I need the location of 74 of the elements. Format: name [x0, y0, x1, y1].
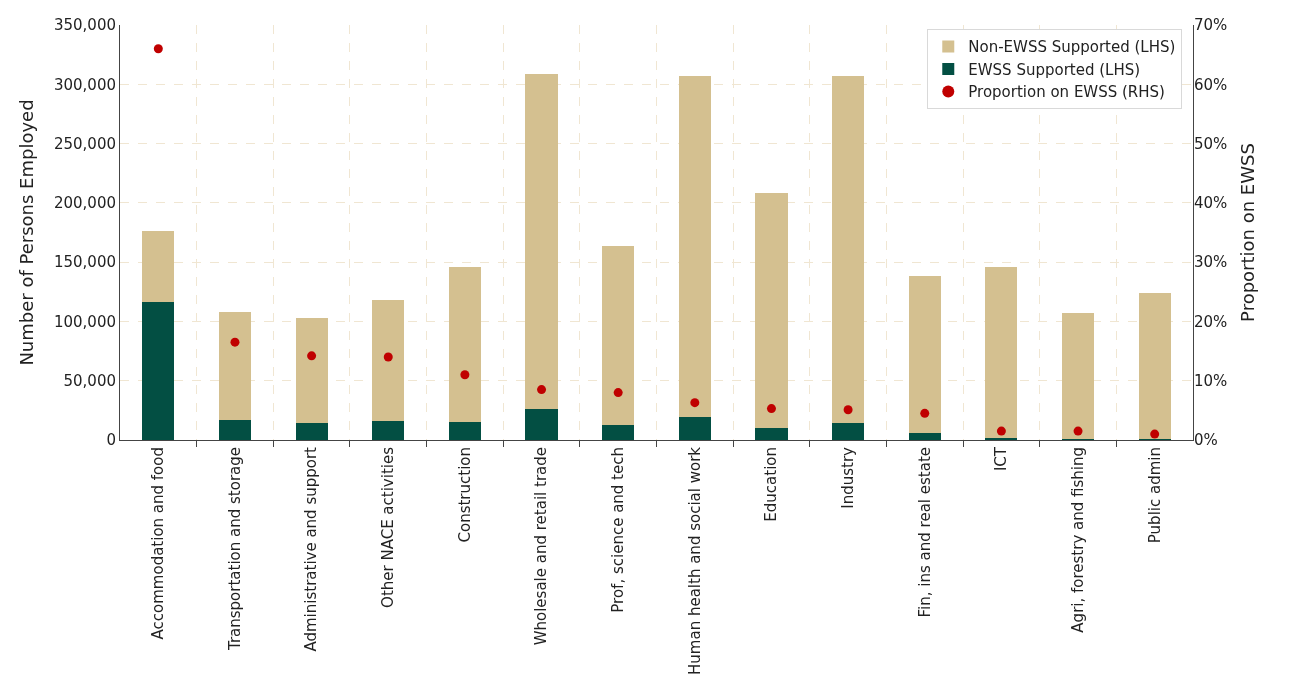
x-tick-label: ICT	[992, 446, 1011, 472]
y-tick-label: 150,000	[53, 253, 116, 272]
point	[690, 398, 700, 408]
bar	[602, 424, 635, 440]
point	[230, 337, 240, 347]
point	[766, 404, 776, 414]
y2-tick-label: 20%	[1194, 312, 1228, 331]
x-tick-label: Other NACE activities	[379, 446, 398, 608]
bar	[602, 245, 635, 425]
x-tick-label: Industry	[838, 446, 857, 509]
y-tick-label: 350,000	[53, 16, 116, 35]
point	[460, 370, 470, 380]
x-tick-label: Agri, forestry and fishing	[1068, 447, 1087, 633]
bar	[678, 417, 711, 440]
x-tick-label: Accommodation and food	[149, 447, 168, 640]
x-tick-label: Fin, ins and real estate	[915, 447, 934, 618]
point	[383, 352, 393, 362]
bar	[755, 428, 788, 440]
x-tick-label: Transportation and storage	[225, 447, 244, 652]
y-tick-label: 0	[106, 431, 116, 450]
bar	[448, 266, 481, 423]
y-axis-title: Number of Persons Employed	[16, 99, 38, 366]
y-tick-label: 50,000	[63, 371, 116, 390]
bar	[295, 423, 328, 440]
y2-axis-title: Proportion on EWSS	[1237, 143, 1259, 322]
bar	[908, 432, 941, 440]
bar	[218, 419, 252, 440]
y-tick-label: 250,000	[53, 134, 116, 153]
bar	[908, 276, 941, 433]
bar	[678, 75, 711, 418]
point	[307, 351, 317, 361]
bar	[372, 421, 405, 440]
y2-tick-label: 10%	[1194, 371, 1228, 390]
bar	[1061, 313, 1095, 439]
point	[1150, 429, 1160, 439]
legend-label: EWSS Supported (LHS)	[968, 60, 1141, 79]
bar	[295, 317, 328, 424]
y2-tick-label: 70%	[1194, 16, 1228, 35]
point	[613, 388, 623, 398]
point	[1073, 426, 1083, 436]
x-tick-label: Administrative and support	[302, 446, 321, 652]
bar	[832, 75, 865, 424]
y2-tick-label: 60%	[1194, 75, 1228, 94]
y2-tick-label: 40%	[1194, 194, 1228, 213]
x-tick-label: Human health and social work	[685, 446, 704, 675]
y-tick-label: 100,000	[53, 312, 116, 331]
bar	[142, 231, 175, 303]
y2-tick-label: 50%	[1194, 134, 1228, 153]
point	[537, 385, 547, 395]
legend-label: Proportion on EWSS (RHS)	[968, 83, 1165, 102]
bar	[372, 300, 405, 422]
bar	[448, 422, 481, 440]
y-tick-label: 300,000	[53, 75, 116, 94]
y2-tick-label: 0%	[1194, 431, 1218, 450]
y2-tick-label: 30%	[1194, 253, 1228, 272]
point	[153, 44, 163, 54]
point	[996, 426, 1006, 436]
point	[920, 408, 930, 418]
point	[843, 405, 853, 415]
bar	[1138, 292, 1171, 439]
bar	[832, 423, 865, 440]
x-tick-label: Wholesale and retail trade	[532, 447, 551, 646]
y-tick-label: 200,000	[53, 194, 116, 213]
bar	[525, 409, 558, 440]
x-tick-label: Construction	[455, 447, 474, 543]
legend-label: Non-EWSS Supported (LHS)	[968, 38, 1176, 57]
bar	[142, 302, 175, 440]
bar	[755, 193, 788, 429]
bar	[218, 311, 252, 420]
bar	[525, 73, 558, 410]
bar	[985, 266, 1018, 438]
x-tick-label: Public admin	[1145, 447, 1164, 544]
x-tick-label: Prof, science and tech	[609, 447, 628, 613]
x-tick-label: Education	[762, 447, 781, 522]
